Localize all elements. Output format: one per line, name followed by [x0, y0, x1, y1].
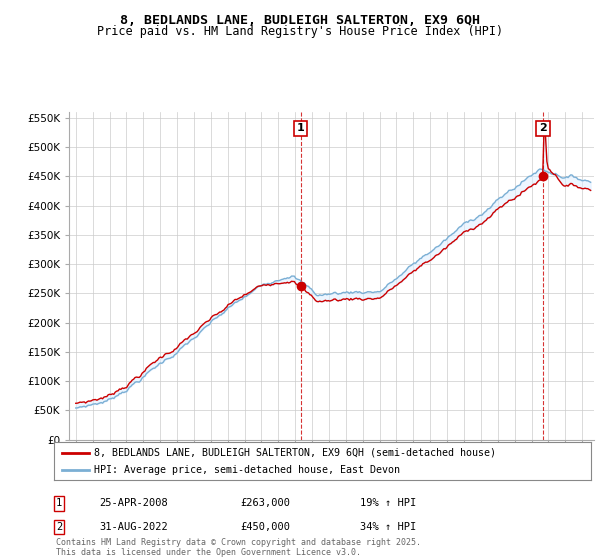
Text: 8, BEDLANDS LANE, BUDLEIGH SALTERTON, EX9 6QH: 8, BEDLANDS LANE, BUDLEIGH SALTERTON, EX…	[120, 14, 480, 27]
Text: 1: 1	[56, 498, 62, 508]
Text: HPI: Average price, semi-detached house, East Devon: HPI: Average price, semi-detached house,…	[94, 465, 400, 475]
Text: 2: 2	[539, 123, 547, 133]
Text: Price paid vs. HM Land Registry's House Price Index (HPI): Price paid vs. HM Land Registry's House …	[97, 25, 503, 38]
Text: 31-AUG-2022: 31-AUG-2022	[99, 522, 168, 532]
Text: 34% ↑ HPI: 34% ↑ HPI	[360, 522, 416, 532]
Text: Contains HM Land Registry data © Crown copyright and database right 2025.
This d: Contains HM Land Registry data © Crown c…	[56, 538, 421, 557]
Text: £263,000: £263,000	[240, 498, 290, 508]
Text: 25-APR-2008: 25-APR-2008	[99, 498, 168, 508]
Text: 19% ↑ HPI: 19% ↑ HPI	[360, 498, 416, 508]
Text: £450,000: £450,000	[240, 522, 290, 532]
Text: 8, BEDLANDS LANE, BUDLEIGH SALTERTON, EX9 6QH (semi-detached house): 8, BEDLANDS LANE, BUDLEIGH SALTERTON, EX…	[94, 447, 496, 458]
Text: 1: 1	[297, 123, 304, 133]
Text: 2: 2	[56, 522, 62, 532]
